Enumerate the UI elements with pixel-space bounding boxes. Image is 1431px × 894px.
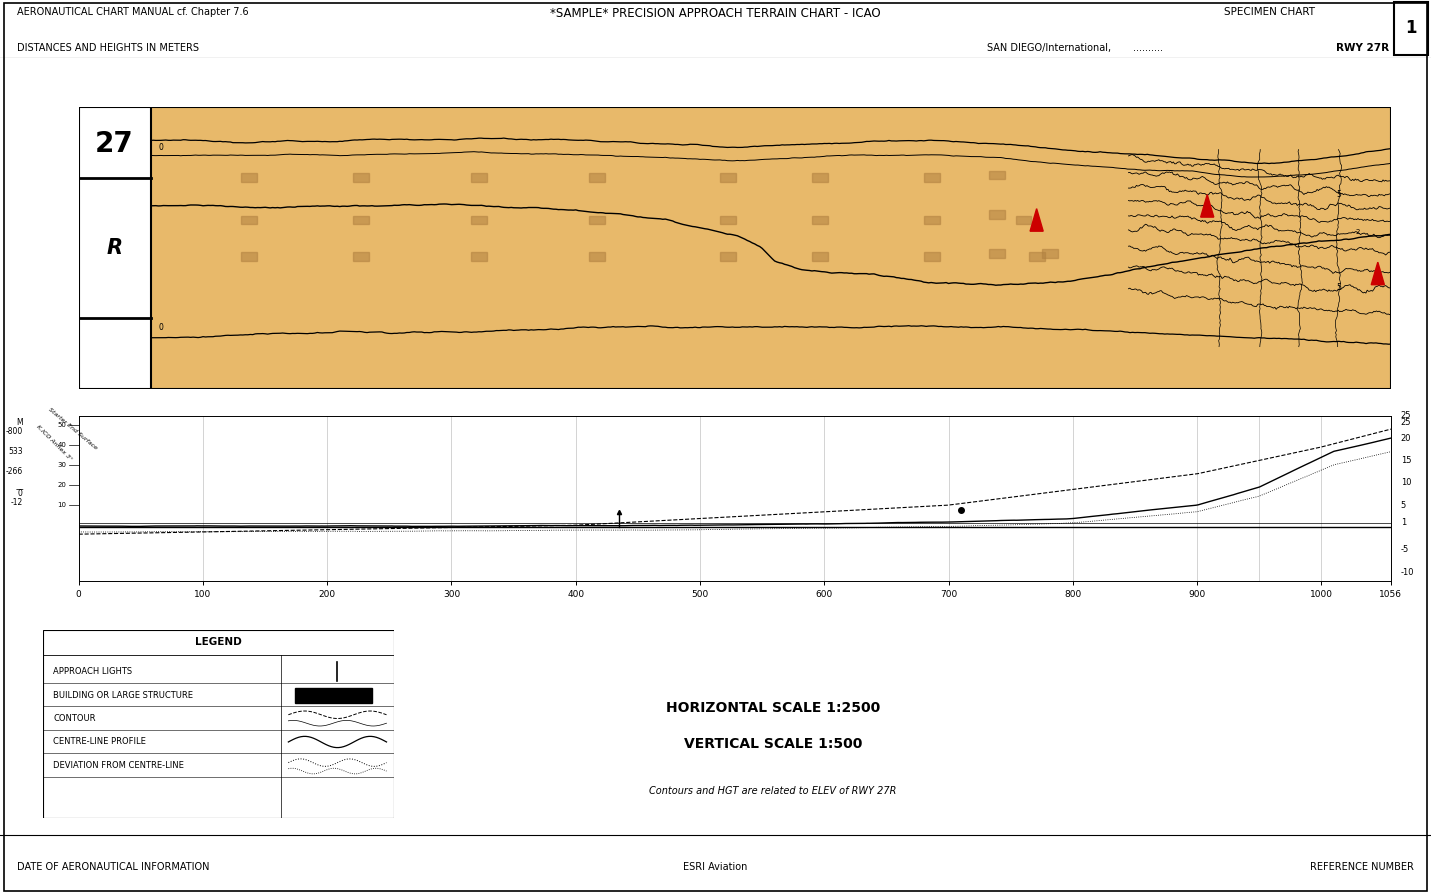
Text: DEVIATION FROM CENTRE-LINE: DEVIATION FROM CENTRE-LINE xyxy=(53,761,185,770)
Bar xyxy=(1016,215,1032,224)
Text: R: R xyxy=(106,238,122,258)
Text: RWY 27R: RWY 27R xyxy=(1337,44,1390,54)
Text: SAN DIEGO/International,       ..........: SAN DIEGO/International, .......... xyxy=(987,44,1163,54)
Text: 20: 20 xyxy=(1401,434,1411,443)
Text: LEGEND: LEGEND xyxy=(195,637,242,647)
Text: BUILDING OR LARGE STRUCTURE: BUILDING OR LARGE STRUCTURE xyxy=(53,690,193,699)
Text: 50: 50 xyxy=(57,422,66,427)
Bar xyxy=(242,215,258,224)
Text: 25: 25 xyxy=(1401,417,1411,427)
Bar xyxy=(924,215,940,224)
Bar xyxy=(989,210,1005,218)
Bar xyxy=(989,171,1005,179)
Bar xyxy=(471,252,487,261)
Bar xyxy=(813,252,829,261)
Text: ESRI Aviation: ESRI Aviation xyxy=(684,862,747,873)
Text: -266: -266 xyxy=(6,467,23,477)
Text: CENTRE-LINE PROFILE: CENTRE-LINE PROFILE xyxy=(53,738,146,746)
Text: 1: 1 xyxy=(1401,519,1407,527)
Text: DISTANCES AND HEIGHTS IN METERS: DISTANCES AND HEIGHTS IN METERS xyxy=(17,44,199,54)
Polygon shape xyxy=(1201,195,1213,217)
Text: 0: 0 xyxy=(159,142,163,151)
Text: 1: 1 xyxy=(1405,19,1417,37)
Text: 5: 5 xyxy=(1337,190,1341,199)
Text: 15: 15 xyxy=(1401,456,1411,465)
Polygon shape xyxy=(1371,262,1384,284)
Bar xyxy=(590,252,605,261)
Text: CONTOUR: CONTOUR xyxy=(53,714,96,723)
Text: APPROACH LIGHTS: APPROACH LIGHTS xyxy=(53,667,133,676)
Text: 30: 30 xyxy=(57,462,66,468)
Text: Contours and HGT are related to ELEV of RWY 27R: Contours and HGT are related to ELEV of … xyxy=(650,786,896,797)
Bar xyxy=(924,252,940,261)
Text: Starter End Surface: Starter End Surface xyxy=(47,408,97,451)
Text: 25: 25 xyxy=(1401,411,1411,420)
Polygon shape xyxy=(1030,208,1043,232)
Bar xyxy=(242,173,258,181)
Text: AERONAUTICAL CHART MANUAL cf. Chapter 7.6: AERONAUTICAL CHART MANUAL cf. Chapter 7.… xyxy=(17,7,249,17)
Text: 20: 20 xyxy=(57,482,66,488)
Bar xyxy=(720,215,736,224)
Bar xyxy=(1029,252,1045,261)
Text: K.ICO Annex 3°: K.ICO Annex 3° xyxy=(34,424,73,461)
Bar xyxy=(79,107,150,389)
Bar xyxy=(720,252,736,261)
Bar xyxy=(353,173,369,181)
Bar xyxy=(590,215,605,224)
Text: SPECIMEN CHART: SPECIMEN CHART xyxy=(1224,7,1315,17)
Bar xyxy=(295,687,372,703)
Bar xyxy=(590,173,605,181)
Bar xyxy=(720,173,736,181)
Bar xyxy=(353,215,369,224)
Text: 40: 40 xyxy=(57,442,66,448)
Text: HORIZONTAL SCALE 1:2500: HORIZONTAL SCALE 1:2500 xyxy=(665,701,880,715)
Bar xyxy=(353,252,369,261)
Bar xyxy=(471,215,487,224)
Bar xyxy=(242,252,258,261)
Text: 2: 2 xyxy=(1357,229,1361,235)
Bar xyxy=(1042,249,1058,258)
Bar xyxy=(1394,2,1428,55)
Text: 10: 10 xyxy=(57,502,66,508)
Text: 5: 5 xyxy=(1337,283,1341,292)
Bar xyxy=(924,173,940,181)
Text: VERTICAL SCALE 1:500: VERTICAL SCALE 1:500 xyxy=(684,738,861,751)
Text: 5: 5 xyxy=(1401,501,1407,510)
Text: *SAMPLE* PRECISION APPROACH TERRAIN CHART - ICAO: *SAMPLE* PRECISION APPROACH TERRAIN CHAR… xyxy=(550,7,881,20)
Text: -800: -800 xyxy=(6,426,23,436)
Text: -12: -12 xyxy=(10,498,23,508)
Text: -5: -5 xyxy=(1401,545,1410,554)
Bar xyxy=(989,249,1005,258)
Text: 533: 533 xyxy=(9,447,23,456)
Text: M: M xyxy=(16,417,23,427)
Text: 10: 10 xyxy=(1401,478,1411,487)
Text: 0: 0 xyxy=(159,323,163,332)
Bar xyxy=(471,173,487,181)
Text: DATE OF AERONAUTICAL INFORMATION: DATE OF AERONAUTICAL INFORMATION xyxy=(17,862,210,873)
Bar xyxy=(813,215,829,224)
Text: -10: -10 xyxy=(1401,568,1414,577)
Text: 0: 0 xyxy=(19,489,23,499)
Text: 27: 27 xyxy=(94,130,133,158)
Text: REFERENCE NUMBER: REFERENCE NUMBER xyxy=(1309,862,1414,873)
Bar xyxy=(813,173,829,181)
Text: —: — xyxy=(16,485,23,494)
